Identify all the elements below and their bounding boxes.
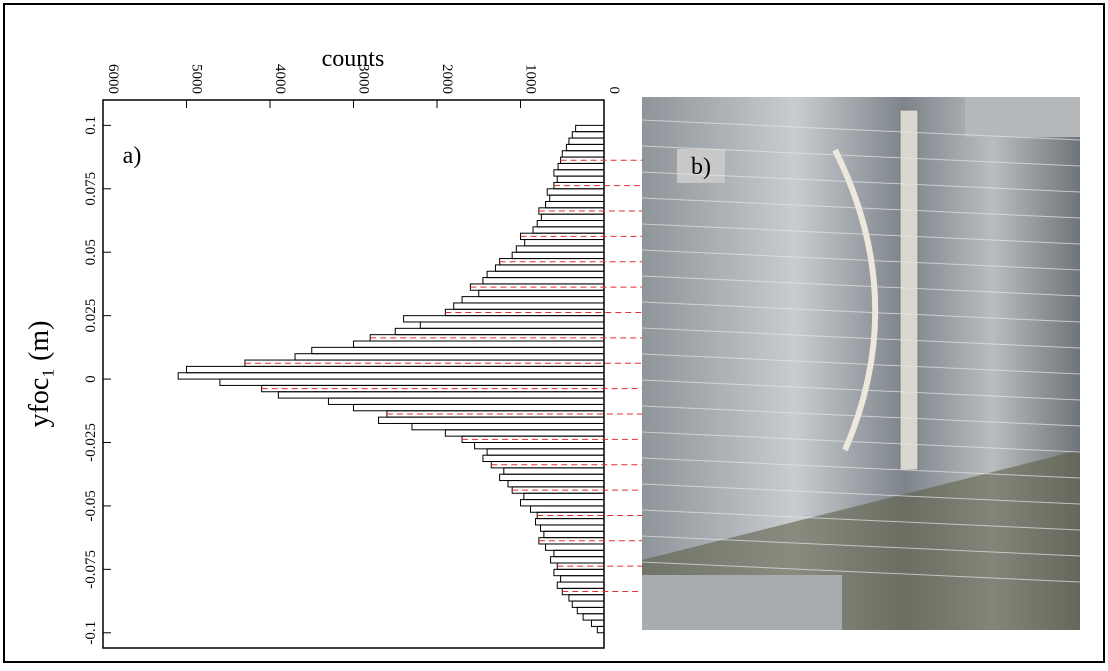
y-tick-label: -0.075 bbox=[83, 550, 99, 589]
photo-wire bbox=[641, 327, 1081, 349]
photo-wire bbox=[641, 535, 1081, 557]
photo-wire bbox=[641, 561, 1081, 583]
photo-wire bbox=[641, 197, 1081, 219]
x-tick-label: 5000 bbox=[189, 64, 205, 94]
x-tick-label: 3000 bbox=[356, 64, 372, 94]
photo-wire bbox=[641, 171, 1081, 193]
photo-wire bbox=[641, 119, 1081, 141]
photo-wire bbox=[641, 483, 1081, 505]
panel-a-label: a) bbox=[123, 143, 142, 169]
histogram-bar bbox=[575, 124, 605, 133]
photo-wire bbox=[641, 353, 1081, 375]
panel-b-box bbox=[677, 149, 725, 183]
photo-wire bbox=[641, 275, 1081, 297]
y-tick-label: 0.05 bbox=[83, 239, 99, 265]
x-tick-label: 2000 bbox=[439, 64, 455, 94]
y-tick-label: -0.1 bbox=[83, 621, 99, 645]
x-tick-label: 4000 bbox=[272, 64, 288, 94]
y-tick-label: 0.075 bbox=[83, 172, 99, 206]
photo-wire bbox=[641, 249, 1081, 271]
photo-wire bbox=[641, 509, 1081, 531]
photo-wire bbox=[641, 301, 1081, 323]
photo bbox=[642, 97, 1080, 630]
y-tick-label: -0.025 bbox=[83, 423, 99, 462]
y-axis-title: yfoc₁ (m) bbox=[24, 321, 55, 428]
y-tick-label: 0.025 bbox=[83, 299, 99, 333]
y-tick-label: 0.1 bbox=[83, 116, 99, 135]
y-tick-label: 0 bbox=[83, 375, 99, 383]
photo-wire bbox=[641, 431, 1081, 453]
x-tick-label: 0 bbox=[606, 87, 622, 95]
panel-b-label: b) bbox=[691, 154, 711, 180]
photo-wire bbox=[641, 145, 1081, 167]
plot-frame bbox=[102, 99, 605, 649]
figure-border bbox=[3, 3, 1105, 663]
photo-wire bbox=[641, 405, 1081, 427]
x-axis-title: counts bbox=[322, 46, 385, 72]
x-tick-label: 6000 bbox=[105, 64, 121, 94]
y-tick-label: -0.05 bbox=[83, 490, 99, 521]
photo-wire bbox=[641, 379, 1081, 401]
x-tick-label: 1000 bbox=[523, 64, 539, 94]
photo-wire bbox=[641, 457, 1081, 479]
photo-wire bbox=[641, 223, 1081, 245]
